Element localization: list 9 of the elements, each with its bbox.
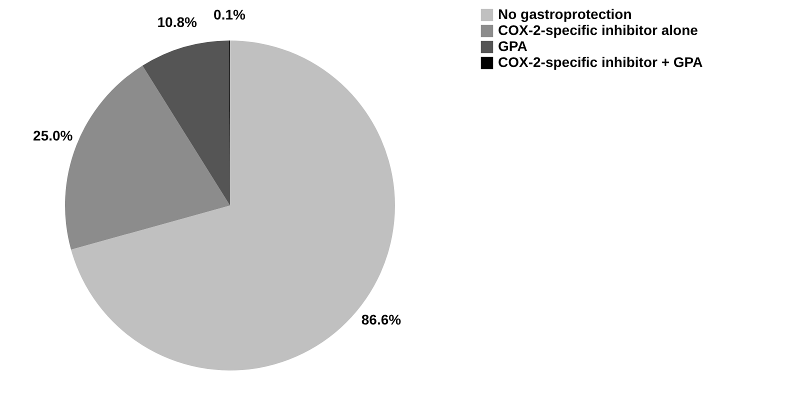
data-label: 0.1% xyxy=(214,6,246,22)
legend-label: GPA xyxy=(498,38,528,54)
legend-label: COX-2-specific inhibitor alone xyxy=(498,22,698,38)
data-label: 25.0% xyxy=(33,128,74,144)
legend-label: No gastroprotection xyxy=(498,6,632,22)
pie-slice xyxy=(142,40,230,206)
legend-label: COX-2-specific inhibitor + GPA xyxy=(498,54,703,70)
data-label: 10.8% xyxy=(157,14,198,30)
data-label: 86.6% xyxy=(361,312,402,328)
